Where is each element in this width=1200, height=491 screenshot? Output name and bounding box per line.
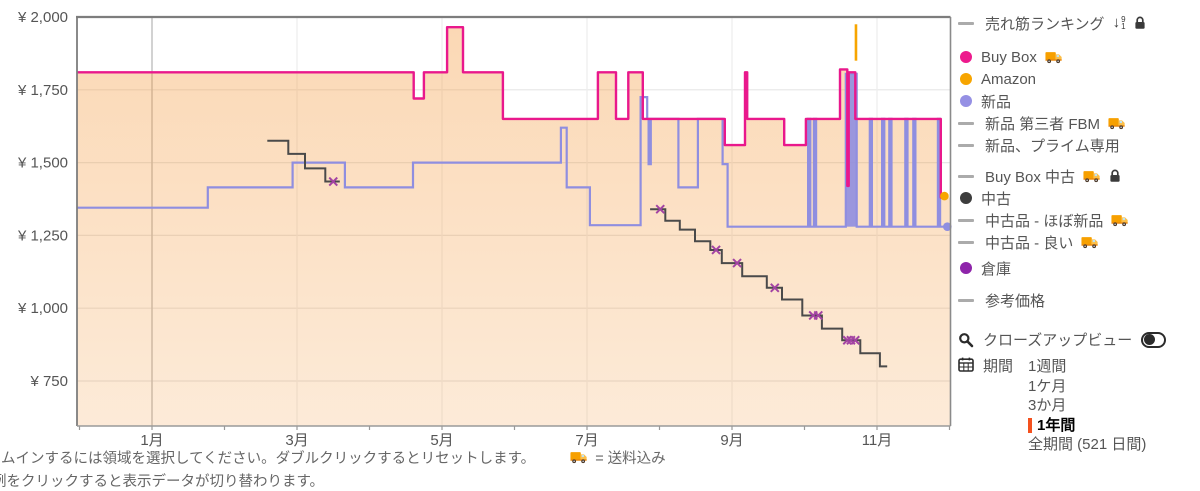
closeup-toggle[interactable] [1141,331,1167,348]
legend-item-new-prime[interactable]: 新品、プライム専用 [958,134,1200,156]
x-tick-label: 5月 [430,432,453,449]
truck-icon [562,451,588,464]
y-tick-label: ¥ 1,250 [17,227,68,244]
legend-item-buy-box[interactable]: Buy Box [958,46,1200,68]
legend-label-amazon: Amazon [981,70,1037,88]
magnifier-icon [958,332,974,348]
truck-icon [570,451,588,464]
current-price-dot-amazon [940,191,949,201]
period-option-1year[interactable]: 1年間 [1028,416,1146,436]
period-option-1week[interactable]: 1週間 [1028,358,1067,375]
legend-dot-buy-box [960,51,972,63]
legend-dot-used [960,192,972,204]
used-offer-markers [328,176,860,345]
legend-label-list-price: 参考価格 [985,292,1046,310]
y-tick-label: ¥ 750 [29,373,68,390]
closeup-view-row[interactable]: クローズアップビュー [958,329,1200,350]
period-label: 期間 [983,358,1014,375]
legend-item-list-price[interactable]: 参考価格 [958,289,1200,311]
period-option-1month[interactable]: 1ケ月 [1028,377,1067,395]
shipping-included-text: = 送料込み [595,451,666,467]
y-axis: ¥ 2,000 ¥ 1,750 ¥ 1,500 ¥ 1,250 ¥ 1,000 ¥ 750 [17,9,68,390]
legend-item-warehouse[interactable]: 倉庫 [958,257,1200,279]
active-period-bar [1028,417,1033,433]
y-tick-label: ¥ 1,750 [17,82,68,99]
current-price-dot-new [943,222,952,231]
legend-hint-note: 例をクリックすると表示データが切り替わります。 [0,474,325,490]
legend-item-buy-box-used[interactable]: Buy Box 中古 [958,165,1200,187]
legend-label-used-like-new: 中古品 - ほぼ新品 [985,212,1104,230]
legend-dot-new [960,95,972,107]
legend-item-new-3rd-fbm[interactable]: 新品 第三者 FBM [958,112,1200,134]
sort-rank-icon: ↓ 9 1 [1112,14,1126,31]
y-tick-label: ¥ 1,500 [17,155,68,172]
legend-label-buy-box: Buy Box [981,48,1037,66]
legend-label-warehouse: 倉庫 [981,260,1012,278]
new-price-series [77,72,948,228]
buybox-price-series [77,26,945,199]
legend-dash-sales-rank [958,21,974,25]
legend-item-new[interactable]: 新品 [958,90,1200,112]
legend-label-used-good: 中古品 - 良い [985,234,1074,252]
legend-dash-used-good [958,240,974,244]
legend-item-sales-rank[interactable]: 売れ筋ランキング ↓ 9 1 [958,12,1200,34]
chart-legend: 売れ筋ランキング ↓ 9 1 Buy Box Amazon 新品新品 第三者 FBM 新品、プ… [958,12,1200,455]
legend-item-used[interactable]: 中古 [958,187,1200,209]
legend-dot-warehouse [960,262,972,274]
truck-icon [1045,51,1063,64]
toggle-knob [1143,334,1155,345]
legend-dash-new-3rd-fbm [958,121,974,125]
legend-dot-amazon [960,73,972,85]
truck-icon [1083,170,1101,183]
legend-item-used-good[interactable]: 中古品 - 良い [958,231,1200,253]
period-row: 期間 1週間 1ケ月 3か月 1年間 全期間 (521 日間) [958,357,1200,455]
x-tick-label: 1月 [140,432,163,449]
buybox-fill-area [77,27,951,426]
legend-dash-list-price [958,298,974,302]
legend-label-buy-box-used: Buy Box 中古 [985,168,1076,186]
y-tick-label: ¥ 1,000 [17,300,68,317]
period-option-all[interactable]: 全期間 (521 日間) [1028,436,1147,453]
truck-icon [1108,117,1126,130]
new-offer-spike-bar [845,73,857,227]
period-option-3months[interactable]: 3か月 [1028,397,1067,414]
legend-item-used-like-new[interactable]: 中古品 - ほぼ新品 [958,209,1200,231]
legend-dash-used-like-new [958,218,974,222]
legend-label-new-3rd-fbm: 新品 第三者 FBM [985,115,1100,133]
legend-label-new: 新品 [981,93,1012,111]
legend-label-used: 中古 [981,190,1012,208]
y-tick-label: ¥ 2,000 [17,9,68,26]
x-tick-label: 7月 [575,432,598,449]
used-price-series-1 [267,139,340,183]
lock-icon [1134,16,1146,30]
x-tick-label: 9月 [720,432,743,449]
calendar-icon [958,357,974,372]
zoom-hint-note: ムインするには領域を選択してください。ダブルクリックするとリセットします。 = … [1,447,666,468]
truck-icon [1111,214,1129,227]
price-history-chart[interactable]: 1月 3月 5月 7月 9月 11月 ¥ 2,000 ¥ 1,750 ¥ 1,500 ¥ 1,25… [0,0,958,455]
legend-dash-buy-box-used [958,174,974,178]
x-tick-label: 11月 [862,432,893,449]
x-axis: 1月 3月 5月 7月 9月 11月 [78,426,951,449]
lock-icon [1109,169,1121,183]
legend-item-amazon[interactable]: Amazon [958,68,1200,90]
legend-label-new-prime: 新品、プライム専用 [985,137,1120,155]
x-tick-label: 3月 [285,432,308,449]
closeup-view-label: クローズアップビュー [983,332,1133,349]
zoom-hint-text: ムインするには領域を選択してください。ダブルクリックするとリセットします。 [1,451,536,467]
legend-label-sales-rank: 売れ筋ランキング [985,15,1105,33]
legend-dash-new-prime [958,143,974,147]
truck-icon [1081,236,1099,249]
